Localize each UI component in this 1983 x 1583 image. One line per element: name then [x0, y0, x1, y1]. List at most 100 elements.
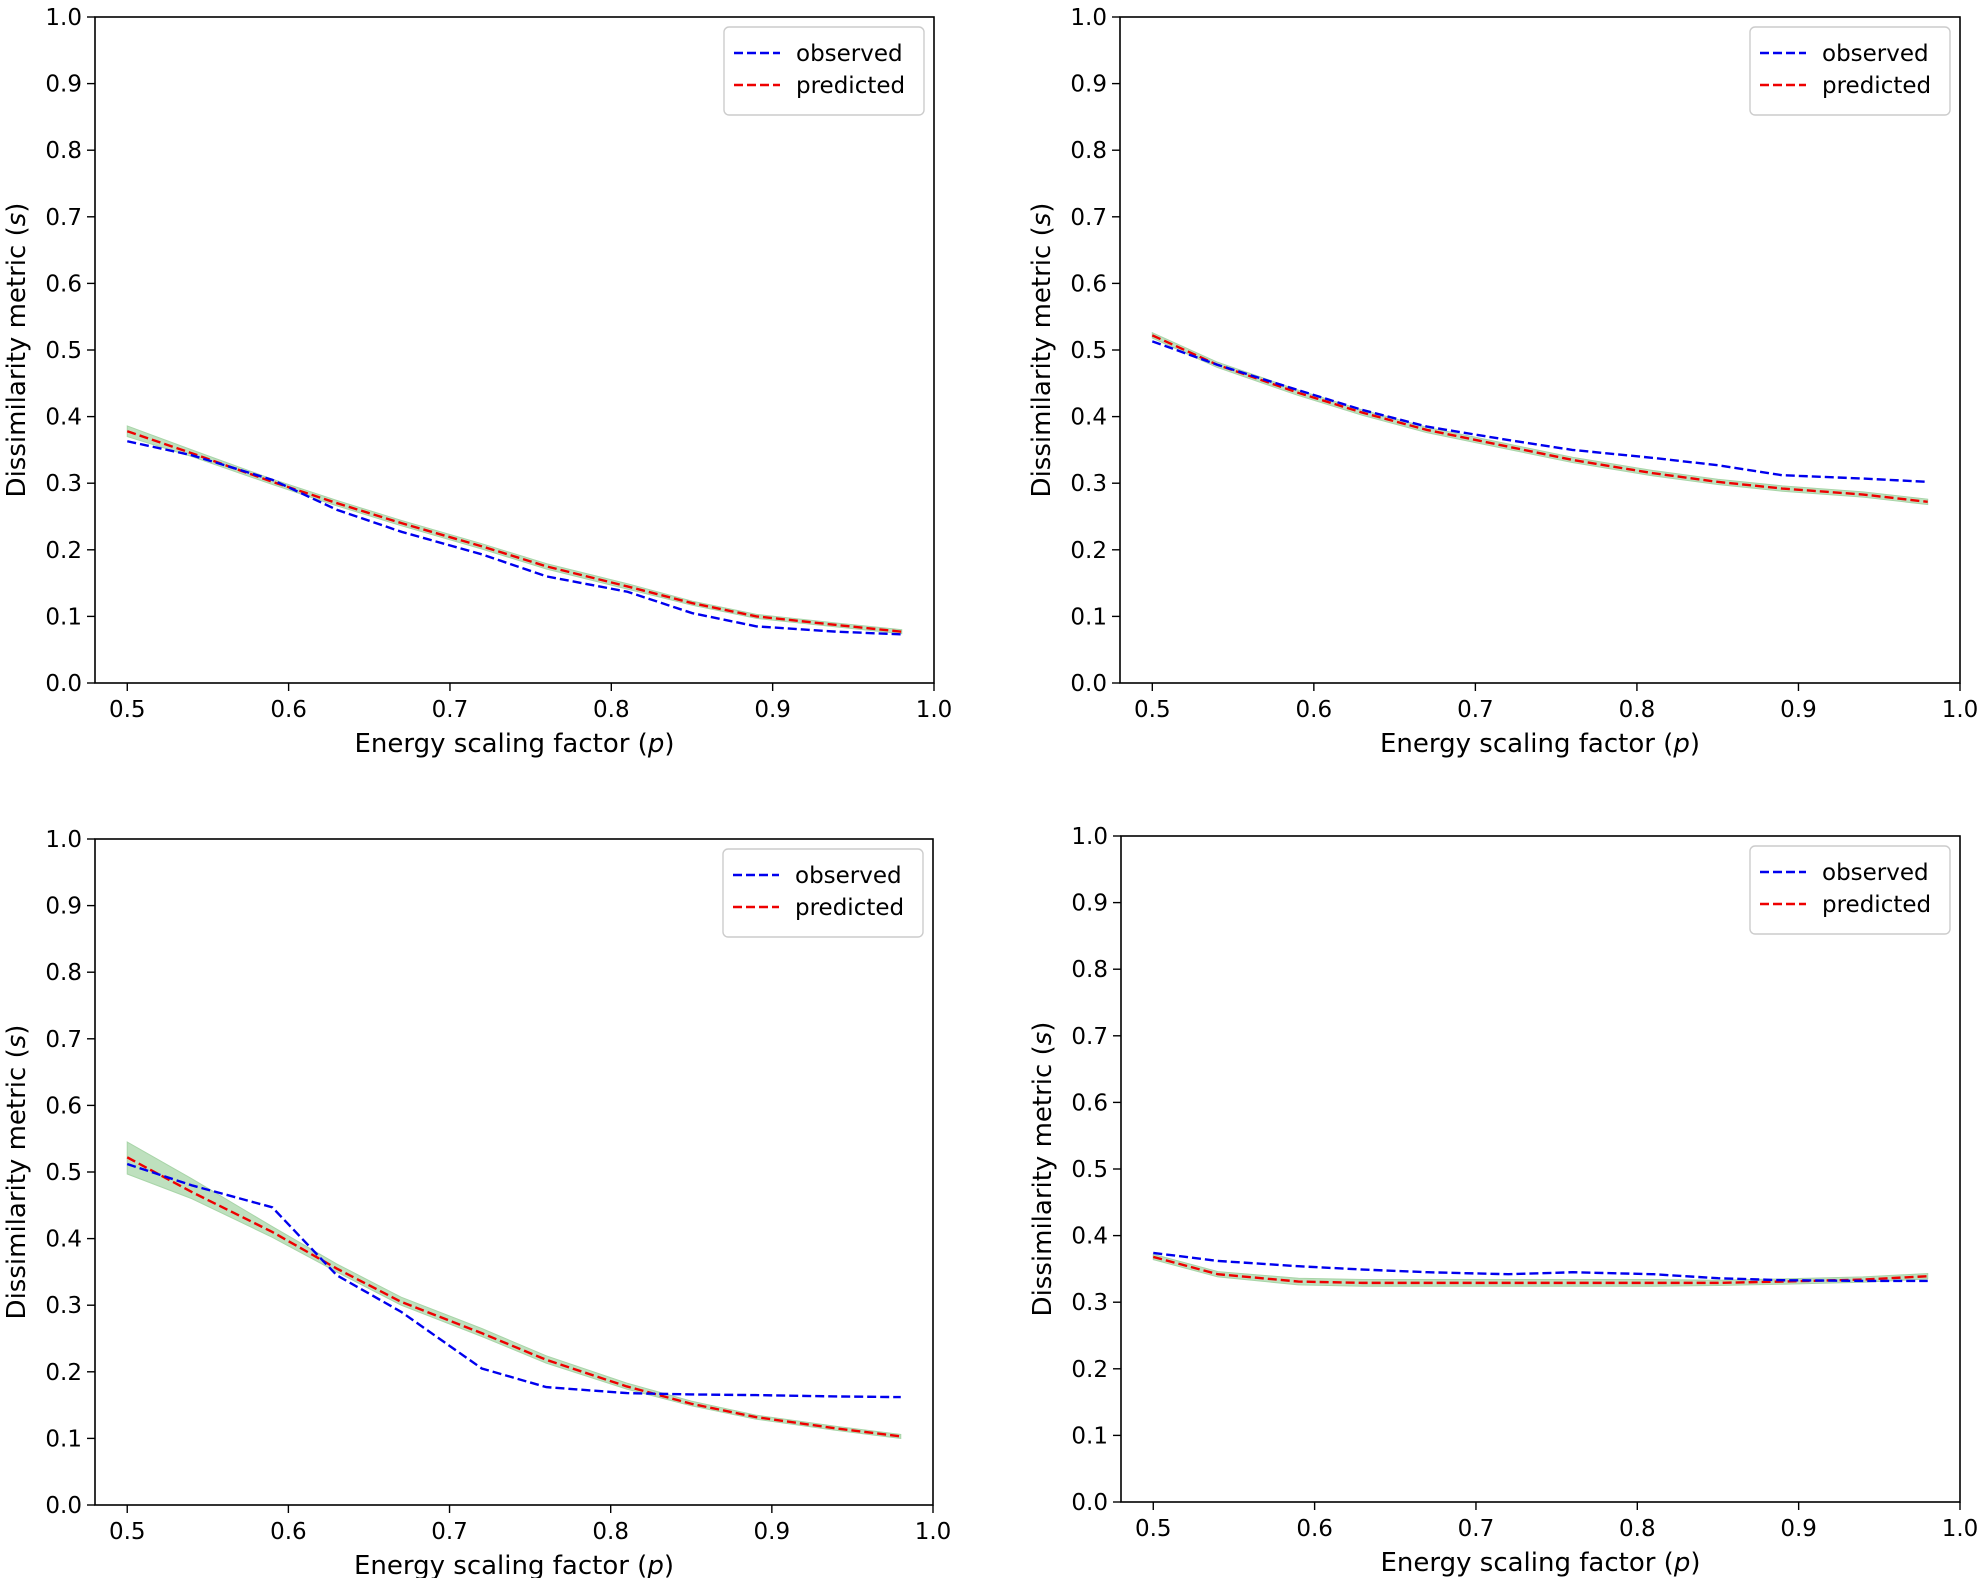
x-axis-label: Energy scaling factor (p) [354, 729, 674, 759]
x-tick-label: 0.7 [1457, 697, 1494, 723]
y-axis-label: Dissimilarity metric (s) [1027, 203, 1057, 498]
x-tick-label: 0.8 [593, 697, 630, 723]
legend: observed predicted [1749, 845, 1951, 935]
x-axis-label: Energy scaling factor (p) [1380, 729, 1700, 759]
x-tick-label: 0.5 [109, 1519, 146, 1545]
axes-frame [1119, 16, 1961, 684]
y-tick-label: 0.2 [45, 538, 82, 564]
x-tick-label: 0.8 [592, 1519, 629, 1545]
series-line-predicted [126, 430, 902, 633]
confidence-band [1151, 331, 1929, 506]
x-tick-label: 0.5 [109, 697, 146, 723]
y-tick-label: 0.3 [45, 1293, 82, 1319]
x-tick-label: 1.0 [1942, 1516, 1979, 1542]
series-line-predicted [1151, 334, 1928, 504]
legend-label-observed: observed [795, 863, 902, 889]
legend-box [1749, 845, 1951, 935]
confidence-band [1152, 1253, 1929, 1287]
y-tick-label: 0.4 [45, 1227, 82, 1253]
y-tick-label: 0.8 [1071, 957, 1108, 983]
legend-box [722, 848, 924, 938]
x-tick-label: 1.0 [1942, 697, 1979, 723]
y-tick-label: 0.2 [1071, 1357, 1108, 1383]
y-tick-label: 0.0 [1071, 1490, 1108, 1516]
chart-bottom-left: 0.5 0.6 0.7 0.8 0.9 1.0 0.0 0.1 0.2 0.3 0.4 0.5 0.6 0… [2, 827, 952, 1581]
y-tick-label: 0.8 [45, 960, 82, 986]
y-tick-label: 0.0 [45, 1493, 82, 1519]
y-tick-label: 0.5 [1070, 338, 1107, 364]
axes-frame [94, 16, 935, 684]
y-tick-label: 0.0 [1070, 671, 1107, 697]
y-tick-label: 0.3 [45, 471, 82, 497]
series-line-observed [1153, 1251, 1928, 1283]
x-tick-label: 0.8 [1619, 1516, 1656, 1542]
y-tick-label: 0.1 [45, 1426, 82, 1452]
legend: observed predicted [722, 848, 924, 938]
x-tick-label: 0.6 [270, 1519, 307, 1545]
legend-label-predicted: predicted [795, 895, 904, 921]
y-tick-label: 0.1 [1070, 604, 1107, 630]
y-tick-label: 0.5 [45, 1160, 82, 1186]
y-tick-label: 0.1 [1071, 1423, 1108, 1449]
x-tick-label: 0.8 [1619, 697, 1656, 723]
y-tick-label: 0.9 [1071, 891, 1108, 917]
x-axis-label: Energy scaling factor (p) [354, 1551, 674, 1578]
legend-label-predicted: predicted [1822, 892, 1931, 918]
y-tick-label: 1.0 [45, 827, 82, 853]
x-tick-label: 1.0 [916, 697, 953, 723]
x-tick-label: 0.9 [1780, 1516, 1817, 1542]
legend-label-observed: observed [1822, 41, 1929, 67]
y-tick-label: 0.9 [45, 72, 82, 98]
series-line-observed [126, 1162, 901, 1399]
y-tick-label: 0.6 [45, 271, 82, 297]
x-tick-label: 0.7 [431, 1519, 468, 1545]
y-tick-label: 0.3 [1071, 1290, 1108, 1316]
legend-label-observed: observed [796, 41, 903, 67]
x-tick-label: 0.6 [270, 697, 307, 723]
y-tick-label: 0.8 [1070, 138, 1107, 164]
y-tick-label: 0.1 [45, 604, 82, 630]
y-tick-label: 0.2 [1070, 538, 1107, 564]
y-tick-label: 0.6 [45, 1093, 82, 1119]
y-tick-label: 1.0 [1070, 5, 1107, 31]
y-tick-label: 0.9 [45, 894, 82, 920]
legend: observed predicted [723, 26, 925, 116]
legend-label-predicted: predicted [796, 73, 905, 99]
y-tick-label: 0.3 [1070, 471, 1107, 497]
y-axis-label: Dissimilarity metric (s) [2, 203, 32, 498]
y-tick-label: 0.7 [1071, 1024, 1108, 1050]
confidence-band [126, 425, 903, 635]
series-line-predicted [126, 1156, 901, 1438]
x-tick-label: 0.9 [754, 697, 791, 723]
x-tick-label: 0.5 [1135, 1516, 1172, 1542]
legend: observed predicted [1749, 26, 1951, 116]
series-line-observed [1151, 340, 1928, 484]
y-tick-label: 0.4 [1071, 1224, 1108, 1250]
x-tick-label: 0.9 [1780, 697, 1817, 723]
y-tick-label: 1.0 [45, 5, 82, 31]
y-tick-label: 0.6 [1071, 1090, 1108, 1116]
y-tick-label: 0.9 [1070, 72, 1107, 98]
confidence-band [126, 1141, 902, 1439]
x-axis-label: Energy scaling factor (p) [1380, 1548, 1700, 1578]
legend-box [723, 26, 925, 116]
y-tick-label: 0.8 [45, 138, 82, 164]
y-tick-label: 1.0 [1071, 824, 1108, 850]
legend-box [1749, 26, 1951, 116]
y-tick-label: 0.0 [45, 671, 82, 697]
x-tick-label: 1.0 [915, 1519, 952, 1545]
chart-top-right: 0.5 0.6 0.7 0.8 0.9 1.0 0.0 0.1 0.2 0.3 0.4 0.5 0.6 0… [1027, 5, 1978, 759]
chart-top-left: 0.5 0.6 0.7 0.8 0.9 1.0 0.0 0.1 0.2 0.3 0.4 0.5 0.6 0… [2, 5, 952, 759]
axes-frame [1120, 835, 1961, 1503]
y-tick-label: 0.6 [1070, 271, 1107, 297]
y-tick-label: 0.2 [45, 1360, 82, 1386]
y-tick-label: 0.4 [45, 405, 82, 431]
x-tick-label: 0.9 [754, 1519, 791, 1545]
chart-bottom-right: 0.5 0.6 0.7 0.8 0.9 1.0 0.0 0.1 0.2 0.3 0.4 0.5 0.6 0… [1028, 824, 1978, 1578]
y-tick-label: 0.4 [1070, 405, 1107, 431]
x-tick-label: 0.7 [1458, 1516, 1495, 1542]
y-tick-label: 0.7 [45, 1027, 82, 1053]
axes-frame [94, 838, 934, 1506]
y-tick-label: 0.5 [1071, 1157, 1108, 1183]
